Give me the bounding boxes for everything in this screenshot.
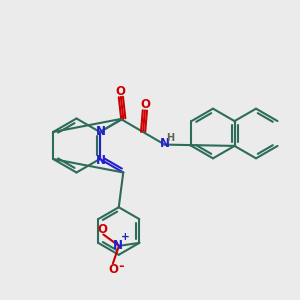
Text: N: N xyxy=(113,239,123,252)
Text: N: N xyxy=(95,154,106,167)
Text: N: N xyxy=(95,125,106,138)
Text: -: - xyxy=(118,260,124,273)
Text: O: O xyxy=(109,263,118,276)
Text: N: N xyxy=(160,137,170,150)
Text: O: O xyxy=(140,98,150,112)
Text: O: O xyxy=(116,85,126,98)
Text: O: O xyxy=(98,223,108,236)
Text: H: H xyxy=(167,133,175,143)
Text: +: + xyxy=(121,232,129,242)
